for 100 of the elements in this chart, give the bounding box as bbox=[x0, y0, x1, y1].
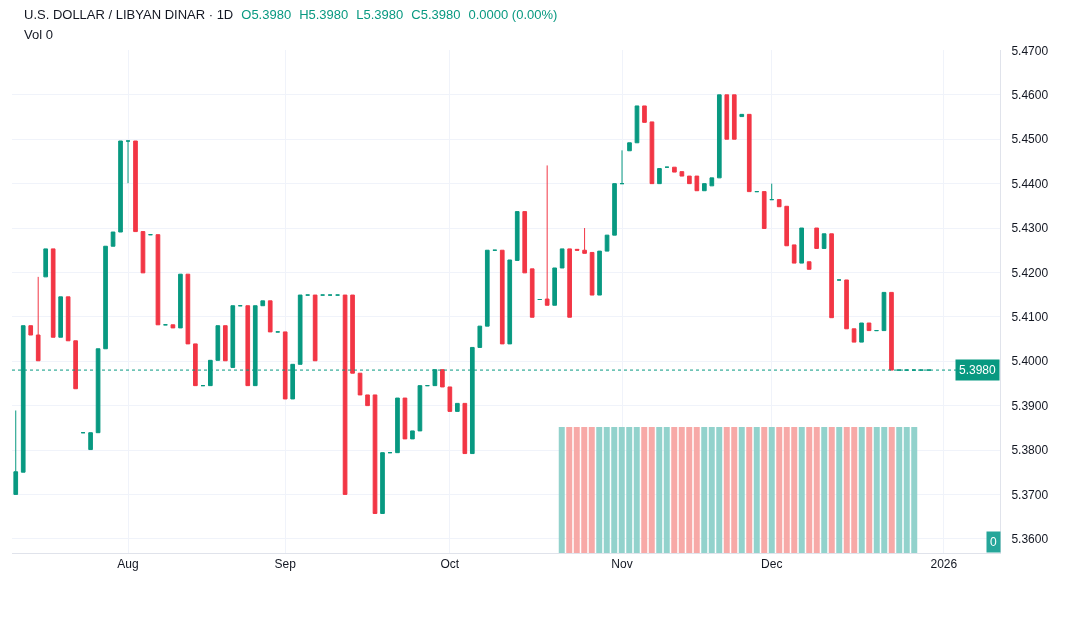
candlestick bbox=[28, 325, 34, 336]
candlestick bbox=[282, 331, 288, 400]
candlestick bbox=[814, 227, 819, 249]
candlestick bbox=[522, 211, 528, 274]
candlestick bbox=[649, 121, 655, 185]
candlestick bbox=[65, 296, 71, 342]
text: H5.3980 bbox=[299, 7, 349, 22]
y-tick-label: 5.4700 bbox=[1011, 43, 1049, 58]
candlestick bbox=[245, 305, 251, 387]
candlestick bbox=[589, 251, 595, 296]
candlestick bbox=[170, 324, 176, 329]
y-tick-label: 5.3800 bbox=[1011, 443, 1049, 458]
candlestick bbox=[806, 261, 812, 270]
candlestick bbox=[312, 294, 318, 362]
candlestick bbox=[769, 183, 775, 201]
candlestick bbox=[215, 325, 221, 361]
candlestick bbox=[889, 291, 894, 371]
candlestick bbox=[455, 402, 460, 412]
candlestick bbox=[447, 386, 453, 412]
candlestick bbox=[297, 294, 303, 365]
x-tick-label: Nov bbox=[611, 557, 633, 572]
candlestick bbox=[694, 175, 700, 192]
candlestick bbox=[552, 267, 557, 306]
candlestick bbox=[784, 205, 790, 247]
candlestick bbox=[73, 340, 78, 390]
candlestick bbox=[155, 234, 161, 326]
candlestick bbox=[559, 248, 565, 269]
candlestick bbox=[799, 227, 804, 264]
candlestick bbox=[260, 300, 266, 307]
candlestick bbox=[642, 105, 647, 123]
candlestick bbox=[410, 430, 415, 440]
candlestick bbox=[859, 322, 864, 343]
x-tick-label: 2026 bbox=[930, 557, 958, 572]
y-tick-label: 5.4400 bbox=[1011, 176, 1049, 191]
candlestick bbox=[544, 164, 550, 306]
candlestick bbox=[829, 233, 834, 319]
y-tick-label: 5.3700 bbox=[1011, 487, 1049, 502]
candlestick bbox=[118, 140, 123, 233]
candlestick bbox=[731, 94, 737, 140]
x-tick-label: Aug bbox=[117, 557, 139, 572]
candlestick bbox=[821, 233, 827, 249]
candlestick bbox=[222, 325, 228, 362]
candlestick bbox=[13, 409, 19, 495]
candlestick bbox=[193, 343, 198, 387]
candlestick bbox=[50, 248, 56, 338]
chart-subtitle: Vol 0 bbox=[24, 26, 54, 44]
candlestick bbox=[724, 94, 730, 140]
ref-line-label: 5.3980 bbox=[959, 363, 997, 377]
candlestick bbox=[627, 142, 632, 152]
candlestick bbox=[761, 191, 767, 229]
candlestick bbox=[417, 385, 423, 432]
y-tick-label: 5.4500 bbox=[1011, 132, 1049, 147]
y-tick-label: 5.4600 bbox=[1011, 88, 1049, 103]
candlestick bbox=[365, 394, 370, 407]
candlestick bbox=[657, 168, 662, 185]
candlestick bbox=[574, 248, 580, 251]
candlestick bbox=[267, 300, 273, 333]
candlestick bbox=[372, 394, 378, 514]
candlestick bbox=[709, 177, 715, 187]
y-tick-label: 5.4200 bbox=[1011, 265, 1049, 280]
annotation: 0 bbox=[990, 535, 997, 550]
candlestick bbox=[672, 166, 677, 173]
y-tick-label: 5.3900 bbox=[1011, 398, 1049, 413]
y-tick-label: 5.3600 bbox=[1011, 531, 1049, 546]
candlestick bbox=[687, 175, 692, 185]
candlestick bbox=[133, 140, 138, 233]
candlestick bbox=[380, 452, 385, 514]
candlestick bbox=[582, 227, 587, 254]
text: C5.3980 bbox=[411, 7, 461, 22]
candlestick bbox=[43, 248, 49, 278]
candlestick bbox=[103, 245, 108, 350]
chart-title: U.S. DOLLAR / LIBYAN DINAR · 1D bbox=[24, 7, 234, 22]
candlestick bbox=[791, 244, 797, 264]
candlestick bbox=[514, 211, 520, 261]
candlestick bbox=[499, 249, 505, 345]
text: 0.0000 (0.00%) bbox=[468, 7, 558, 22]
candlestick bbox=[440, 369, 445, 388]
y-tick-label: 5.4000 bbox=[1011, 354, 1049, 369]
candlestick bbox=[716, 94, 722, 179]
candlestick bbox=[110, 231, 116, 247]
candlestick bbox=[866, 322, 872, 332]
candlestick bbox=[402, 397, 408, 440]
text: O5.3980 bbox=[241, 7, 292, 22]
candlestick bbox=[35, 276, 41, 362]
y-tick-label: 5.4300 bbox=[1011, 221, 1049, 236]
candlestick bbox=[597, 250, 602, 296]
candlestick bbox=[477, 325, 483, 348]
y-tick-label: 5.4100 bbox=[1011, 310, 1049, 325]
candlestick bbox=[88, 432, 93, 451]
candlestick bbox=[702, 183, 707, 192]
candlestick bbox=[679, 171, 685, 177]
candlestick bbox=[746, 113, 752, 193]
candlestick bbox=[507, 259, 513, 345]
candlestick bbox=[350, 294, 355, 374]
candlestick bbox=[739, 113, 745, 118]
candlestick bbox=[851, 328, 857, 343]
candlestick bbox=[58, 296, 63, 338]
candlestick bbox=[844, 279, 849, 330]
x-tick-label: Dec bbox=[761, 557, 783, 572]
text: L5.3980 bbox=[356, 7, 404, 22]
